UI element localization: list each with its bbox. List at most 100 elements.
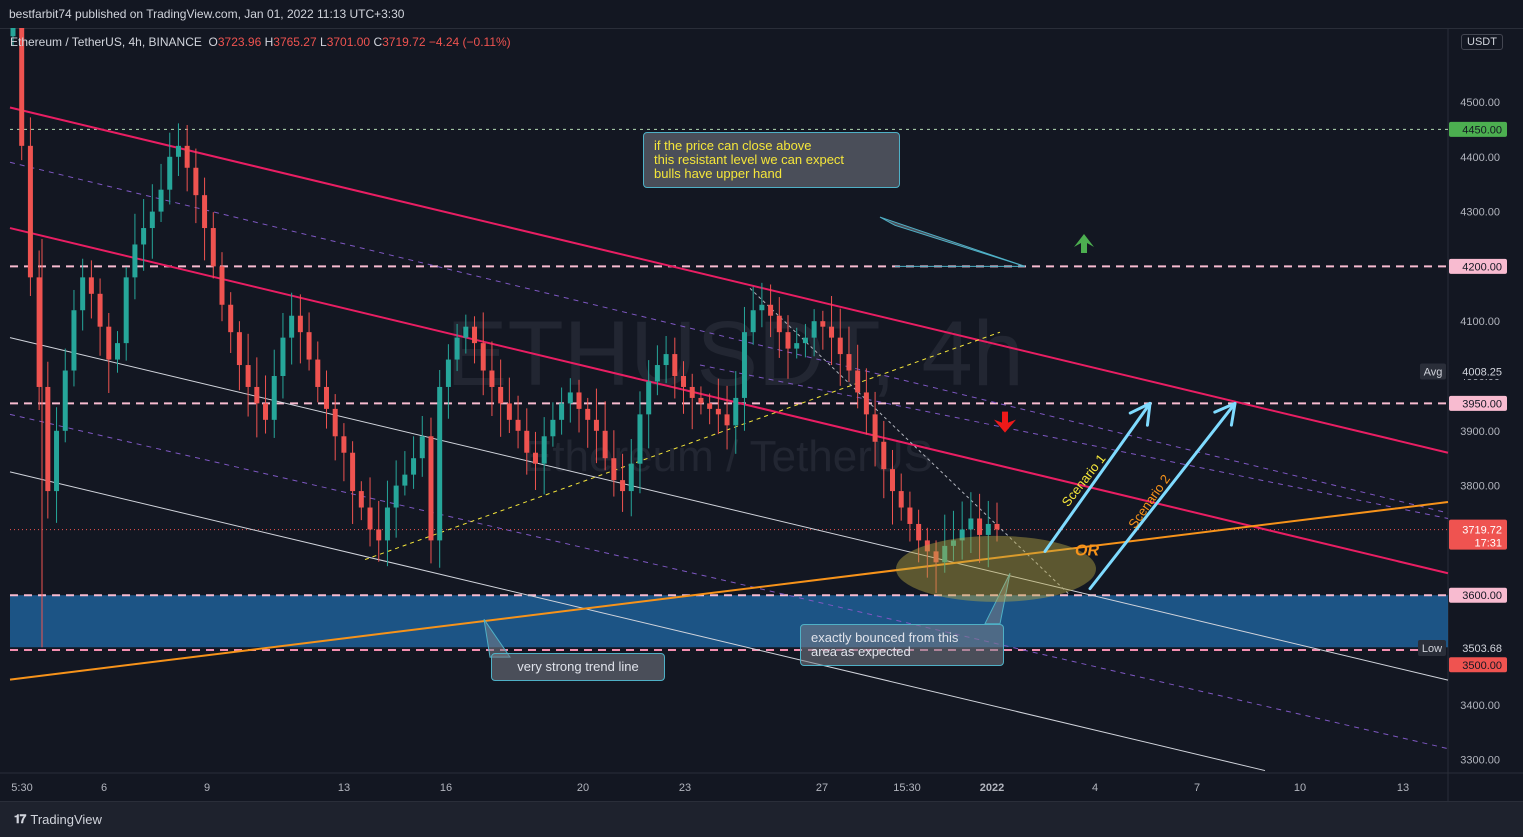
candle bbox=[158, 163, 164, 223]
candle-body bbox=[358, 491, 364, 508]
candle bbox=[97, 278, 103, 356]
candle-body bbox=[576, 392, 582, 409]
candle-body bbox=[437, 386, 443, 541]
watermark-ticker: ETHUSDT, 4h bbox=[446, 303, 1024, 405]
candle bbox=[576, 379, 582, 433]
candle-body bbox=[297, 315, 303, 333]
candle bbox=[855, 344, 861, 409]
candle bbox=[863, 368, 869, 435]
candle bbox=[202, 177, 208, 261]
bounce-zone-ellipse bbox=[896, 535, 1096, 602]
candle-body bbox=[515, 419, 521, 431]
candle-body bbox=[733, 397, 739, 426]
level-badge-4450: 4450.00 bbox=[1449, 121, 1507, 137]
low-tag-bg bbox=[1418, 639, 1446, 656]
candle-body bbox=[175, 145, 181, 157]
candle-body bbox=[994, 523, 1000, 530]
candle-body bbox=[768, 304, 774, 316]
avg-tag-bg bbox=[1420, 363, 1446, 380]
candle bbox=[707, 393, 713, 425]
time-tick-label: 20 bbox=[577, 782, 589, 794]
candle-body bbox=[890, 469, 896, 492]
candle-body bbox=[10, 19, 16, 37]
low-tag: Low bbox=[1418, 639, 1446, 656]
candle bbox=[872, 391, 878, 467]
low-badge-bg bbox=[1449, 640, 1507, 656]
price-axis: 4500.004400.004300.004200.004100.004000.… bbox=[1418, 97, 1507, 767]
countdown-text: 17:31 bbox=[1474, 538, 1502, 550]
low-badge-text: 3503.68 bbox=[1462, 643, 1502, 655]
up-arrow-icon bbox=[1074, 234, 1094, 253]
price-chart[interactable]: ETHUSDT, 4h Ethereum / TetherUS Scenario… bbox=[0, 0, 1523, 801]
candle-body bbox=[541, 436, 547, 464]
low-value: 3701.00 bbox=[326, 35, 371, 49]
candle bbox=[890, 449, 896, 525]
candle-body bbox=[184, 145, 190, 168]
candle-body bbox=[27, 145, 33, 278]
candle bbox=[358, 481, 364, 521]
candle-body bbox=[559, 403, 565, 420]
candle-body bbox=[411, 458, 417, 475]
candle bbox=[210, 212, 216, 279]
candle-body bbox=[289, 315, 295, 338]
candle-body bbox=[620, 480, 626, 492]
callout-resistance[interactable]: if the price can close above this resist… bbox=[643, 132, 900, 188]
candle-body bbox=[759, 304, 765, 311]
arrow-shaft bbox=[1043, 401, 1152, 553]
white-channel-line bbox=[9, 337, 1449, 681]
candle bbox=[219, 252, 225, 322]
currency-unit-button[interactable]: USDT bbox=[1461, 34, 1503, 50]
level-badge-3950: 3950.00 bbox=[1449, 395, 1507, 411]
candle bbox=[802, 323, 808, 358]
candle bbox=[297, 294, 303, 364]
candle-body bbox=[132, 244, 138, 278]
candle-body bbox=[924, 540, 930, 552]
candle bbox=[620, 453, 626, 512]
avg-badge-text: 4008.25 bbox=[1462, 366, 1502, 378]
callout-tail bbox=[984, 573, 1011, 625]
candle-body bbox=[123, 277, 129, 344]
candle-body bbox=[933, 551, 939, 563]
candle-body bbox=[715, 408, 721, 415]
candle-body bbox=[263, 403, 269, 420]
candle bbox=[384, 480, 390, 567]
candle bbox=[898, 473, 904, 521]
low-badge: 3503.68 bbox=[1449, 640, 1507, 656]
candle-body bbox=[985, 523, 991, 535]
candle-body bbox=[837, 337, 843, 355]
level-badge-3600: 3600.00 bbox=[1449, 587, 1507, 603]
candle-body bbox=[367, 507, 373, 530]
candle bbox=[681, 361, 687, 414]
price-tick-label: 4400.00 bbox=[1460, 152, 1500, 164]
time-tick-label: 27 bbox=[816, 782, 828, 794]
callout-bounce[interactable]: exactly bounced from this area as expect… bbox=[800, 624, 1004, 666]
candle-body bbox=[811, 321, 817, 338]
level-badge-3950-text: 3950.00 bbox=[1462, 398, 1502, 410]
time-tick-label: 23 bbox=[679, 782, 691, 794]
arrow-head bbox=[1213, 401, 1237, 427]
candle-body bbox=[898, 491, 904, 508]
candle bbox=[280, 312, 286, 399]
avg-badge: 4008.25 bbox=[1449, 363, 1507, 379]
candle-body bbox=[750, 310, 756, 333]
candle bbox=[942, 514, 948, 573]
candle-body bbox=[323, 386, 329, 409]
candle bbox=[123, 266, 129, 361]
top-bar: bestfarbit74 published on TradingView.co… bbox=[0, 0, 1523, 29]
avg-badge-bg bbox=[1449, 363, 1507, 379]
candle-body bbox=[977, 518, 983, 535]
candle bbox=[689, 373, 695, 430]
chart-area[interactable]: ETHUSDT, 4h Ethereum / TetherUS Scenario… bbox=[0, 0, 1523, 801]
avg-tag: Avg bbox=[1420, 363, 1446, 380]
candle bbox=[498, 359, 504, 437]
candle bbox=[463, 314, 469, 354]
support-zone-rect bbox=[10, 595, 1448, 648]
candle-body bbox=[863, 392, 869, 415]
candle bbox=[933, 540, 939, 594]
callout-trend-line[interactable]: very strong trend line bbox=[491, 653, 665, 681]
candle-body bbox=[785, 332, 791, 349]
tradingview-logo[interactable]: 𝟏𝟕 TradingView bbox=[14, 812, 102, 827]
time-tick-label: 2022 bbox=[980, 782, 1004, 794]
candle bbox=[106, 312, 112, 393]
